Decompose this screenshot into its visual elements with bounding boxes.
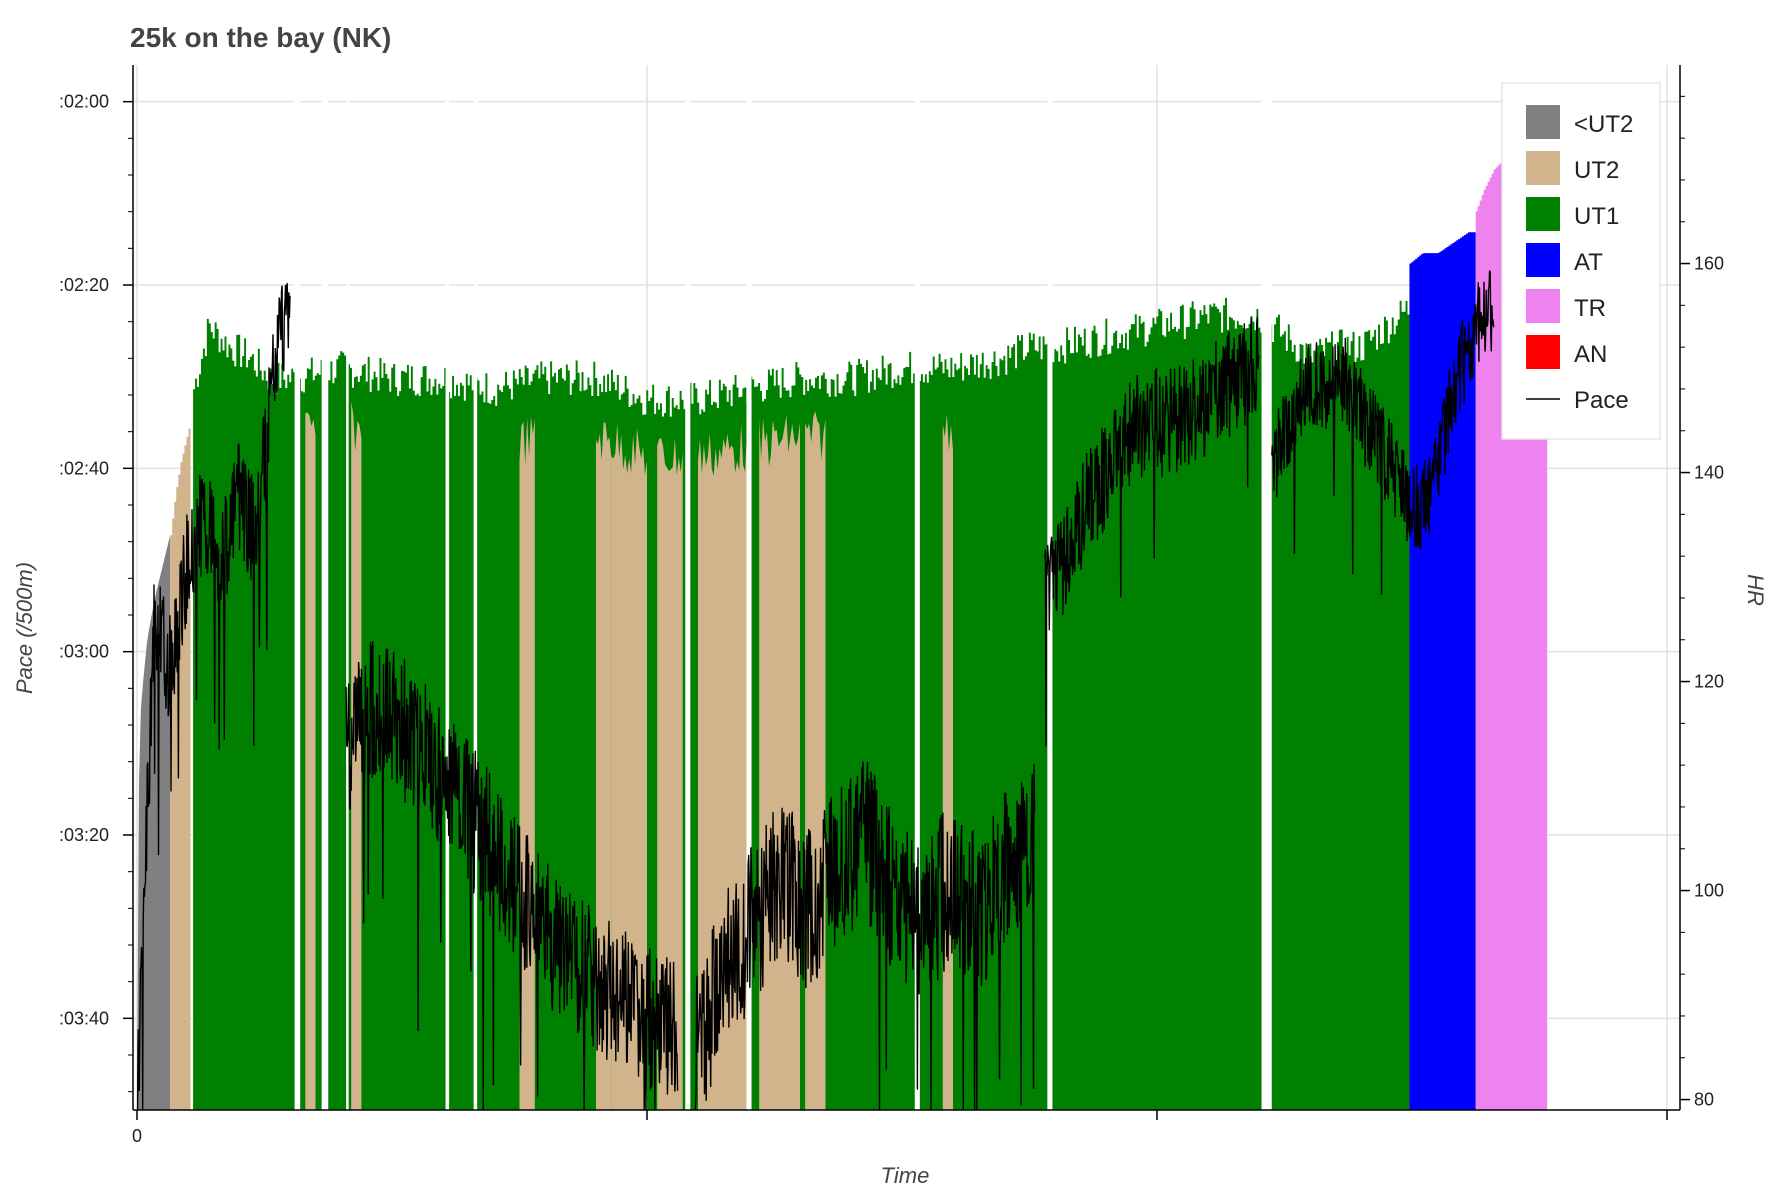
legend-label: UT2 <box>1574 157 1619 184</box>
y-axis-label-hr: HR <box>1743 574 1768 606</box>
hr-area-ut2-strip <box>519 416 535 1111</box>
y-tick-label-hr: 140 <box>1694 463 1724 483</box>
legend-label: UT1 <box>1574 203 1619 230</box>
pace-line <box>1271 270 1495 596</box>
y-tick-label-hr: 100 <box>1694 881 1724 901</box>
hr-gap <box>346 65 349 1110</box>
hr-gap <box>685 65 691 1110</box>
hr-area-ut2-strip <box>596 421 612 1111</box>
hr-area-ut2-strip <box>657 437 683 1110</box>
legend-swatch-at <box>1526 243 1560 277</box>
legend-label: AN <box>1574 341 1607 368</box>
legend-swatch-ut1 <box>1526 197 1560 231</box>
hr-gap <box>321 65 329 1110</box>
legend-label: Pace <box>1574 387 1629 414</box>
legend-swatch-an <box>1526 335 1560 369</box>
legend-label: <UT2 <box>1574 111 1633 138</box>
hr-area-ut1 <box>193 297 1410 1110</box>
y-tick-label-hr: 120 <box>1694 672 1724 692</box>
y-tick-label-hr: 160 <box>1694 254 1724 274</box>
legend-label: TR <box>1574 295 1606 322</box>
pace-line-layer <box>136 270 1495 1111</box>
hr-area-ut2-strip <box>305 412 316 1110</box>
axes: 0 :02:00 :02:20 :02:40 :03:00 :03:20 :03:40 80 1… <box>59 65 1724 1146</box>
y-tick-label-pace: :03:40 <box>59 1008 109 1028</box>
hr-area-ut2-strip <box>611 423 647 1110</box>
legend-swatch-ut2 <box>1526 105 1560 139</box>
x-axis-label: Time <box>881 1163 930 1188</box>
y-tick-label-pace: :02:00 <box>59 92 109 112</box>
hr-gap <box>294 65 301 1110</box>
hr-zone-areas <box>137 65 1548 1111</box>
hr-gap <box>914 65 920 1110</box>
y-tick-label-hr: 80 <box>1694 1090 1714 1110</box>
hr-area-ut2 <box>137 535 171 1110</box>
hr-gap <box>746 65 752 1110</box>
y-tick-label-pace: :03:00 <box>59 642 109 662</box>
hr-gap <box>445 65 450 1110</box>
x-tick-label: 0 <box>132 1126 142 1146</box>
pace-line <box>694 761 1036 1111</box>
pace-line <box>1044 316 1260 747</box>
pace-line <box>136 283 291 1111</box>
legend-label: AT <box>1574 249 1603 276</box>
legend: <UT2 UT2 UT1 AT TR AN Pace <box>1501 82 1661 440</box>
hr-gap <box>473 65 478 1110</box>
y-tick-label-pace: :03:20 <box>59 825 109 845</box>
hr-area-at <box>1409 232 1476 1110</box>
y-axis-label-pace: Pace (/500m) <box>12 562 37 694</box>
legend-swatch-ut2 <box>1526 151 1560 185</box>
pace-line <box>345 641 679 1111</box>
hr-area-ut2-strip <box>942 413 953 1110</box>
legend-swatch-tr <box>1526 289 1560 323</box>
chart-title: 25k on the bay (NK) <box>130 22 391 53</box>
y-tick-label-pace: :02:20 <box>59 275 109 295</box>
y-tick-label-pace: :02:40 <box>59 458 109 478</box>
hr-area-ut2-strip <box>805 411 826 1111</box>
hr-gap <box>1261 65 1272 1110</box>
hr-area-ut2-strip <box>759 415 800 1110</box>
